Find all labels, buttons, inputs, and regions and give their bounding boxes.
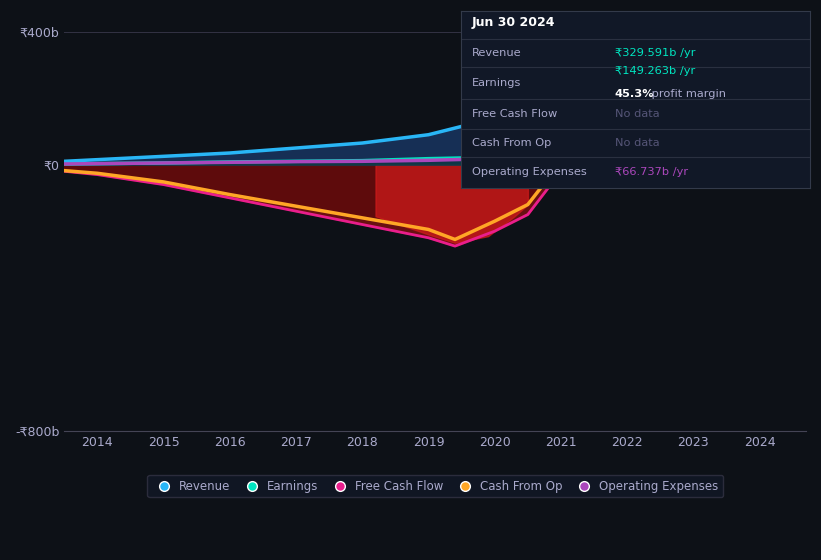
Text: ₹329.591b /yr: ₹329.591b /yr [615, 48, 695, 58]
Text: Jun 30 2024: Jun 30 2024 [472, 16, 555, 29]
Text: No data: No data [615, 109, 659, 119]
Text: ₹149.263b /yr: ₹149.263b /yr [615, 66, 695, 76]
Text: Operating Expenses: Operating Expenses [472, 167, 587, 177]
Text: Free Cash Flow: Free Cash Flow [472, 109, 557, 119]
Text: Cash From Op: Cash From Op [472, 138, 551, 148]
Text: Earnings: Earnings [472, 78, 521, 88]
Legend: Revenue, Earnings, Free Cash Flow, Cash From Op, Operating Expenses: Revenue, Earnings, Free Cash Flow, Cash … [147, 475, 723, 497]
Text: 45.3%: 45.3% [615, 88, 654, 99]
Text: profit margin: profit margin [648, 88, 726, 99]
Text: Revenue: Revenue [472, 48, 521, 58]
Text: ₹66.737b /yr: ₹66.737b /yr [615, 167, 688, 177]
Text: No data: No data [615, 138, 659, 148]
